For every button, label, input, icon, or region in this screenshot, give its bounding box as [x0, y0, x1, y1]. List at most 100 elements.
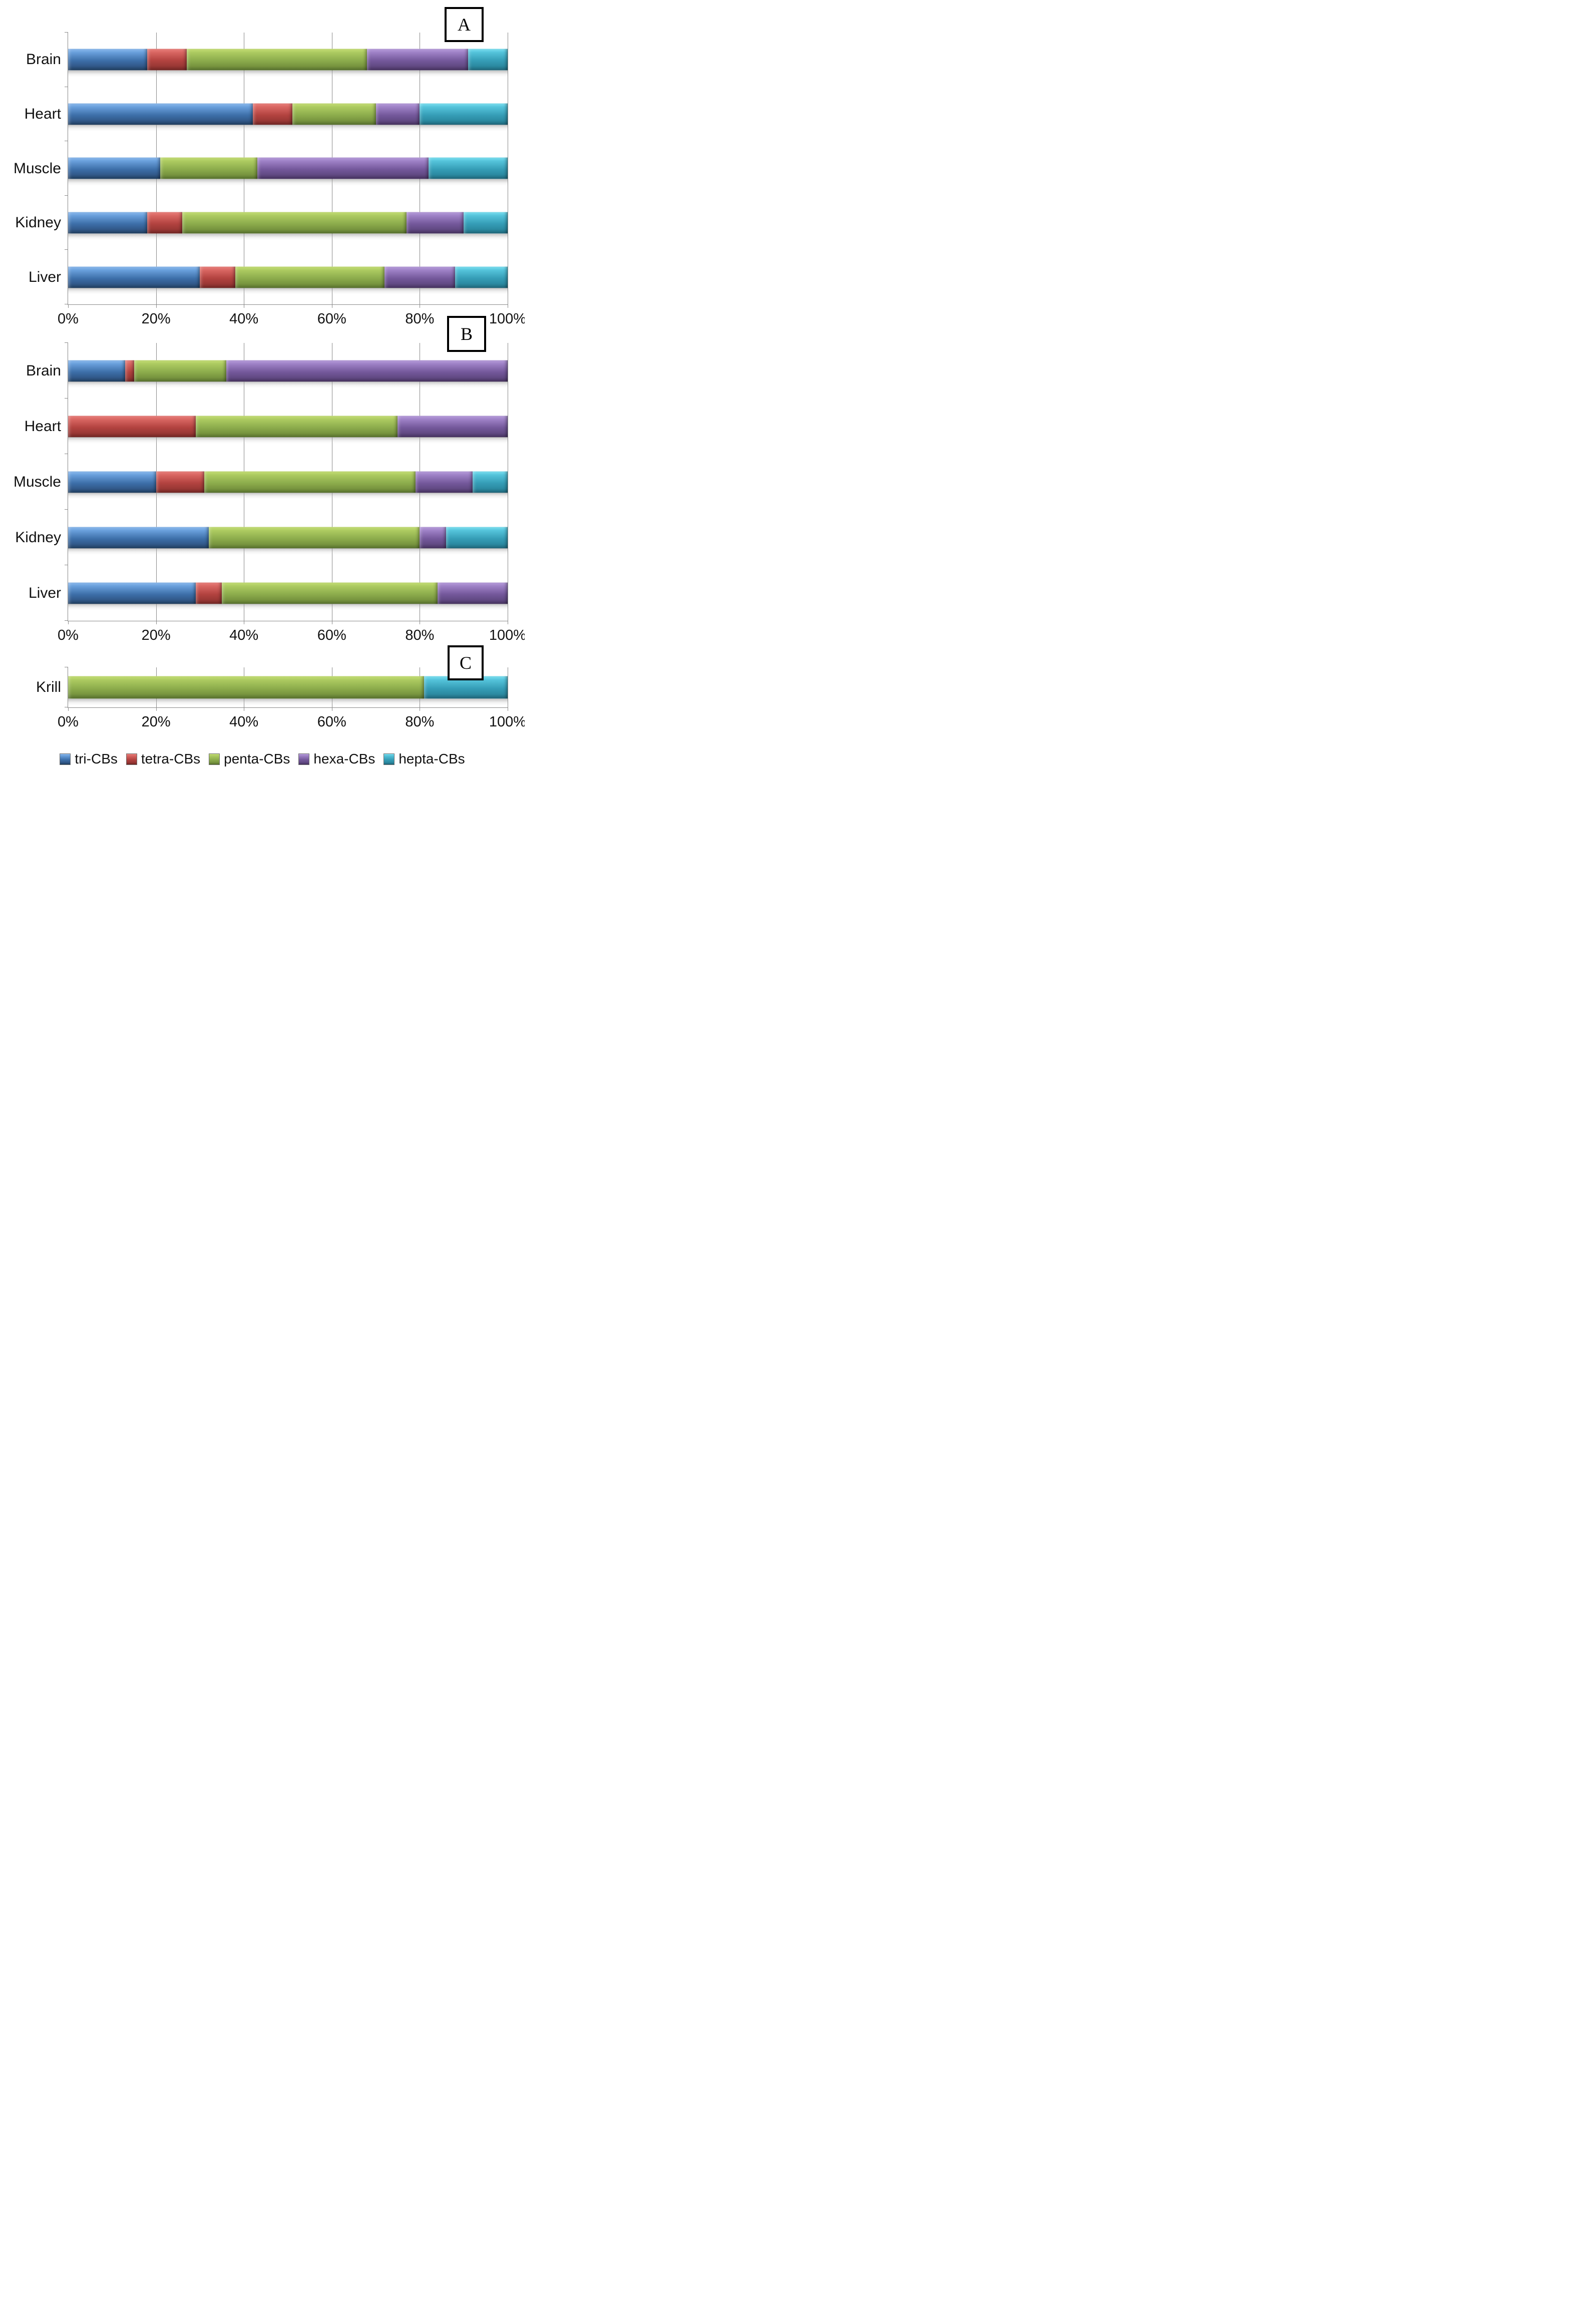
- bar-segment-tri-CBs: [68, 582, 196, 604]
- legend-label: hepta-CBs: [399, 751, 465, 766]
- x-axis-tick-label: 0%: [58, 311, 79, 327]
- x-axis-tick-label: 40%: [229, 627, 259, 643]
- bar-segment-penta-CBs: [134, 360, 227, 381]
- stacked-bar-brain: [68, 360, 508, 381]
- stacked-bar-krill: [68, 676, 508, 699]
- chart-panel-b: 0% 20% 40% 60% 80% 100% Brain Heart Muscle Kidney…: [14, 342, 525, 643]
- category-label-brain: Brain: [26, 362, 61, 379]
- bar-segment-tri-CBs: [68, 157, 161, 179]
- stacked-bar-muscle: [68, 471, 508, 493]
- stacked-bar-liver: [68, 266, 508, 288]
- bar-segment-tetra-CBs: [125, 360, 134, 381]
- bar-segment-tri-CBs: [68, 471, 156, 493]
- bar-row-kidney: [68, 510, 508, 565]
- y-axis-tick: [65, 509, 68, 510]
- bar-row-heart: [68, 399, 508, 454]
- x-axis-tick-label: 100%: [489, 311, 525, 327]
- bar-segment-hexa-CBs: [398, 416, 508, 437]
- bar-segment-hepta-CBs: [464, 212, 508, 234]
- bar-segment-tri-CBs: [68, 103, 253, 125]
- category-label-muscle: Muscle: [13, 473, 61, 490]
- x-axis-tick-label: 40%: [229, 311, 259, 327]
- panel-letter-a: A: [458, 15, 471, 35]
- bar-segment-penta-CBs: [208, 527, 420, 548]
- legend-swatch-penta-CBs: [209, 753, 220, 765]
- bar-row-muscle: [68, 141, 508, 196]
- category-label-brain: Brain: [26, 51, 61, 68]
- bar-segment-penta-CBs: [68, 676, 425, 699]
- bar-floor-shadow: [68, 604, 508, 610]
- legend-label: tri-CBs: [75, 751, 118, 766]
- bar-segment-tetra-CBs: [147, 49, 187, 71]
- category-label-kidney: Kidney: [15, 529, 61, 546]
- stacked-bar-brain: [68, 49, 508, 71]
- bar-segment-hexa-CBs: [420, 527, 447, 548]
- bar-segment-hepta-CBs: [420, 103, 508, 125]
- bar-segment-penta-CBs: [204, 471, 416, 493]
- bar-floor-shadow: [68, 179, 508, 186]
- bar-segment-hexa-CBs: [257, 157, 429, 179]
- bar-floor-shadow: [68, 70, 508, 77]
- bar-row-muscle: [68, 454, 508, 510]
- bar-row-kidney: [68, 196, 508, 250]
- legend: tri-CBs tetra-CBs penta-CBs hexa-CBs hepta-C…: [0, 751, 525, 767]
- x-axis-tick: [68, 707, 69, 711]
- legend-item-hepta-CBs: hepta-CBs: [383, 751, 465, 767]
- x-axis-tick: [156, 621, 157, 624]
- bar-segment-penta-CBs: [292, 103, 376, 125]
- bar-row-krill: [68, 667, 508, 707]
- bar-floor-shadow: [68, 437, 508, 444]
- x-axis-tick-label: 60%: [317, 714, 346, 730]
- y-axis-tick: [65, 342, 68, 343]
- bar-segment-hexa-CBs: [226, 360, 508, 381]
- bar-floor-shadow: [68, 125, 508, 132]
- bar-segment-tetra-CBs: [200, 266, 235, 288]
- bar-segment-hepta-CBs: [428, 157, 508, 179]
- x-axis-tick: [68, 621, 69, 624]
- bar-segment-tetra-CBs: [252, 103, 292, 125]
- stacked-bar-liver: [68, 582, 508, 604]
- x-axis-tick: [156, 304, 157, 308]
- stacked-bar-muscle: [68, 157, 508, 179]
- bar-segment-hepta-CBs: [472, 471, 508, 493]
- plot-area-c: 0% 20% 40% 60% 80% 100% Krill: [36, 667, 525, 730]
- bar-floor-shadow: [68, 493, 508, 499]
- chart-panel-c: 0% 20% 40% 60% 80% 100% Krill: [36, 667, 525, 730]
- legend-swatch-hexa-CBs: [298, 753, 310, 765]
- bar-segment-penta-CBs: [182, 212, 407, 234]
- bar-segment-hexa-CBs: [437, 582, 508, 604]
- y-axis-tick: [65, 249, 68, 250]
- bar-segment-hexa-CBs: [367, 49, 468, 71]
- legend-label: tetra-CBs: [141, 751, 201, 766]
- category-label-krill: Krill: [36, 679, 61, 695]
- bar-segment-tri-CBs: [68, 527, 209, 548]
- bar-row-liver: [68, 250, 508, 304]
- bar-segment-hexa-CBs: [415, 471, 473, 493]
- legend-swatch-tri-CBs: [60, 753, 71, 765]
- bar-segment-tri-CBs: [68, 49, 148, 71]
- bar-segment-tri-CBs: [68, 212, 148, 234]
- legend-item-hexa-CBs: hexa-CBs: [298, 751, 375, 767]
- bar-floor-shadow: [68, 233, 508, 240]
- x-axis-tick-label: 100%: [489, 714, 525, 730]
- bar-segment-penta-CBs: [160, 157, 257, 179]
- x-axis-tick-label: 0%: [58, 714, 79, 730]
- stacked-bar-kidney: [68, 527, 508, 548]
- legend-swatch-tetra-CBs: [126, 753, 137, 765]
- x-axis-tick-label: 100%: [489, 627, 525, 643]
- category-label-liver: Liver: [28, 268, 61, 285]
- stacked-bar-heart: [68, 416, 508, 437]
- stacked-bar-heart: [68, 103, 508, 125]
- y-axis-tick: [65, 195, 68, 196]
- plot-area-a: 0% 20% 40% 60% 80% 100% Brain Heart Muscle Kidney…: [14, 32, 525, 327]
- x-axis-tick-label: 80%: [405, 627, 435, 643]
- legend-label: hexa-CBs: [313, 751, 375, 766]
- x-axis-tick-label: 60%: [317, 627, 346, 643]
- bar-segment-hepta-CBs: [468, 49, 508, 71]
- bar-segment-hexa-CBs: [375, 103, 420, 125]
- bar-segment-tetra-CBs: [147, 212, 183, 234]
- bar-row-brain: [68, 33, 508, 87]
- bar-segment-hexa-CBs: [384, 266, 455, 288]
- legend-label: penta-CBs: [224, 751, 290, 766]
- x-axis-tick: [68, 304, 69, 308]
